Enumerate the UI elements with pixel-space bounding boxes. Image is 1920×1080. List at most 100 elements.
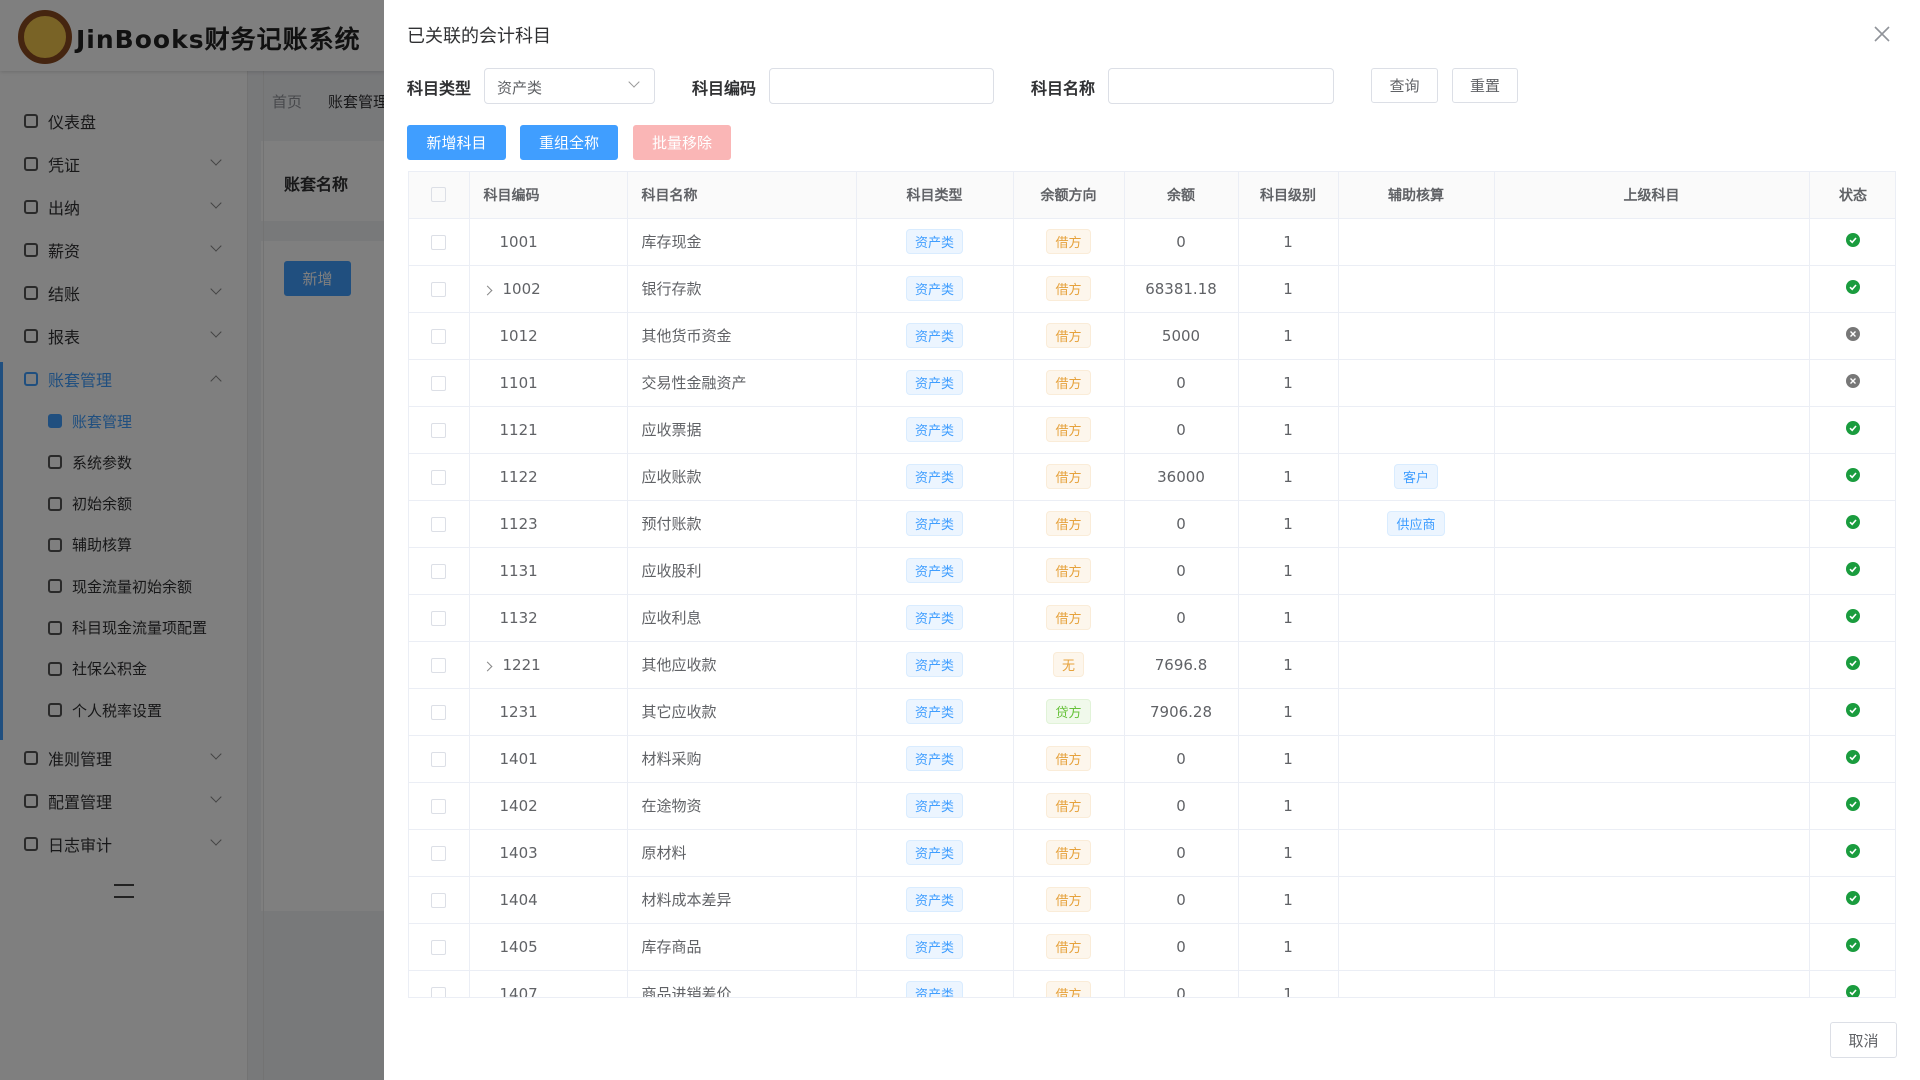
type-tag: 资产类 xyxy=(905,605,963,630)
cell: 借方 xyxy=(1013,547,1125,595)
status-enabled xyxy=(1846,796,1860,811)
checkbox[interactable] xyxy=(431,798,447,814)
checkbox[interactable] xyxy=(431,422,447,438)
name-input[interactable] xyxy=(1108,68,1334,104)
balance: 0 xyxy=(1124,500,1239,548)
checkbox[interactable] xyxy=(431,281,447,297)
cancel-button[interactable]: 取消 xyxy=(1830,1022,1897,1058)
type-select[interactable]: 资产类 xyxy=(484,68,655,104)
cell: 借方 xyxy=(1013,312,1125,360)
name: 其他应收款 xyxy=(627,641,857,689)
name: 库存商品 xyxy=(627,923,857,971)
cell xyxy=(409,782,470,830)
direction-tag: 借方 xyxy=(1046,558,1091,583)
parent xyxy=(1494,782,1810,830)
cell xyxy=(1338,547,1495,595)
checkbox[interactable] xyxy=(431,516,447,532)
cell xyxy=(1338,359,1495,407)
code: 1002 xyxy=(502,279,541,298)
header-cell: 科目名称 xyxy=(627,172,857,219)
name: 应收账款 xyxy=(627,453,857,501)
level: 1 xyxy=(1238,735,1339,783)
query-button[interactable]: 查询 xyxy=(1371,68,1438,103)
checkbox[interactable] xyxy=(431,892,447,908)
cell xyxy=(1338,876,1495,924)
close-button[interactable] xyxy=(1874,26,1890,42)
modal-mask xyxy=(0,0,384,1080)
checkbox[interactable] xyxy=(431,845,447,861)
parent xyxy=(1494,547,1810,595)
table: 科目编码科目名称科目类型余额方向余额科目级别辅助核算上级科目状态操作1001库存… xyxy=(409,172,1895,998)
name: 交易性金融资产 xyxy=(627,359,857,407)
header-cell: 科目类型 xyxy=(856,172,1014,219)
status-enabled xyxy=(1846,514,1860,529)
cell xyxy=(1338,970,1495,997)
name: 其他货币资金 xyxy=(627,312,857,360)
cell: 借方 xyxy=(1013,265,1125,313)
cell xyxy=(1809,594,1895,642)
checkbox[interactable] xyxy=(431,328,447,344)
add-button[interactable]: 新增科目 xyxy=(407,125,506,160)
cell xyxy=(1338,312,1495,360)
code: 1101 xyxy=(499,373,538,392)
cell: 资产类 xyxy=(856,782,1014,830)
checkbox[interactable] xyxy=(431,751,447,767)
cell: 资产类 xyxy=(856,641,1014,689)
select-value: 资产类 xyxy=(497,79,543,97)
cell xyxy=(409,970,470,997)
name: 库存现金 xyxy=(627,218,857,266)
checkbox[interactable] xyxy=(431,657,447,673)
cell: 1001 xyxy=(469,218,628,266)
cell xyxy=(409,876,470,924)
checkbox[interactable] xyxy=(431,234,447,250)
cell: 1123 xyxy=(469,500,628,548)
cell: 资产类 xyxy=(856,876,1014,924)
status-enabled xyxy=(1846,937,1860,952)
direction-tag: 借方 xyxy=(1046,323,1091,348)
cell xyxy=(409,218,470,266)
cell xyxy=(1338,406,1495,454)
code: 1405 xyxy=(499,937,538,956)
cell xyxy=(1809,688,1895,736)
direction-tag: 借方 xyxy=(1046,605,1091,630)
cell: 资产类 xyxy=(856,500,1014,548)
cell: 1101 xyxy=(469,359,628,407)
cell: 借方 xyxy=(1013,735,1125,783)
parent xyxy=(1494,970,1810,997)
balance: 0 xyxy=(1124,735,1239,783)
cell: 资产类 xyxy=(856,359,1014,407)
checkbox[interactable] xyxy=(431,375,447,391)
direction-tag: 借方 xyxy=(1046,840,1091,865)
checkbox[interactable] xyxy=(431,469,447,485)
cell xyxy=(1809,312,1895,360)
checkbox[interactable] xyxy=(431,704,447,720)
cell: 资产类 xyxy=(856,829,1014,877)
expand-icon[interactable] xyxy=(482,661,492,671)
table-row: 1001 库存现金 资产类 借方 0 1 xyxy=(409,218,1895,266)
header-cell: 科目编码 xyxy=(469,172,628,219)
expand-icon[interactable] xyxy=(482,285,492,295)
name: 在途物资 xyxy=(627,782,857,830)
cell: 借方 xyxy=(1013,970,1125,997)
rebuild-button[interactable]: 重组全称 xyxy=(520,125,618,160)
direction-tag: 借方 xyxy=(1046,793,1091,818)
cell xyxy=(1809,782,1895,830)
batch-remove-button[interactable]: 批量移除 xyxy=(633,125,731,160)
balance: 0 xyxy=(1124,594,1239,642)
code-input[interactable] xyxy=(769,68,994,104)
reset-button[interactable]: 重置 xyxy=(1452,68,1518,103)
header-cell xyxy=(409,172,470,219)
checkbox[interactable] xyxy=(431,610,447,626)
cell xyxy=(409,312,470,360)
checkbox[interactable] xyxy=(431,563,447,579)
checkbox[interactable] xyxy=(431,939,447,955)
cell xyxy=(1809,735,1895,783)
checkbox[interactable] xyxy=(431,187,447,203)
code: 1407 xyxy=(499,984,538,998)
type-tag: 资产类 xyxy=(905,276,963,301)
name: 商品进销差价 xyxy=(627,970,857,997)
parent xyxy=(1494,829,1810,877)
cell xyxy=(1338,923,1495,971)
checkbox[interactable] xyxy=(431,986,447,997)
